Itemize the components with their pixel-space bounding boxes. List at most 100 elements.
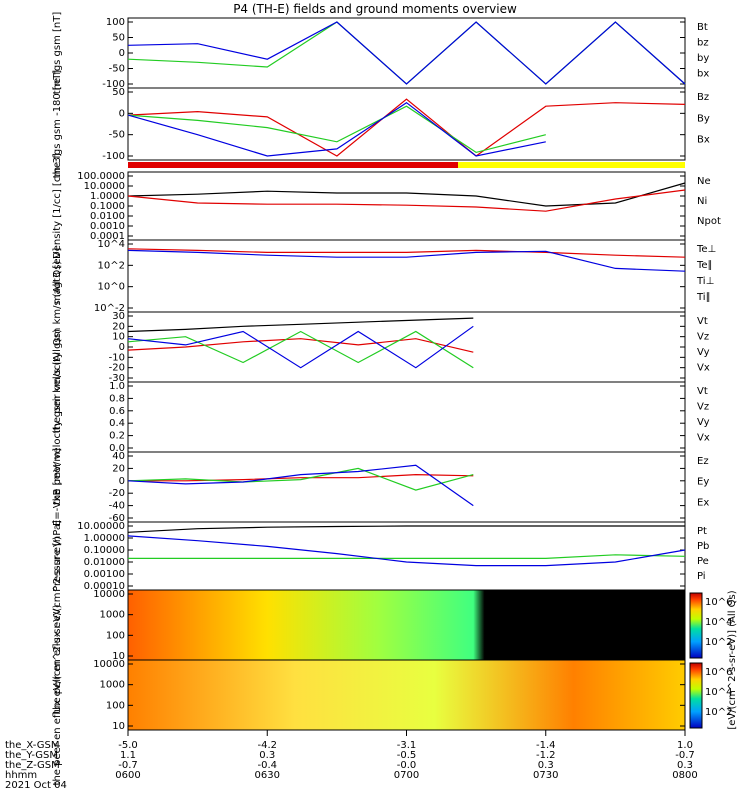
y-axis-label: the fgs gsm [nT]: [52, 12, 63, 95]
y-tick-label: 0: [119, 48, 125, 59]
x-row-label: the_Z-GSM: [5, 760, 60, 771]
y-axis-label: the peer velocity gsm km/s (All Qs): [52, 329, 63, 505]
y-tick-label: 0.0: [109, 443, 125, 454]
y-tick-label: 20: [112, 321, 125, 332]
mode-bar-fast: [458, 162, 685, 168]
x-tick-label: -0.4: [257, 760, 277, 771]
legend-entry: Pb: [697, 541, 709, 552]
x-tick-label: -4.2: [257, 740, 277, 751]
panel-frame: [127, 659, 686, 731]
legend-entry: Vx: [697, 433, 710, 444]
y-tick-label: 1.0000: [90, 191, 125, 202]
y-axis-label: the peir velocity gsm km/s (All Qs): [52, 261, 63, 434]
y-tick-label: 0.6: [109, 406, 125, 417]
y-tick-label: -60: [109, 513, 125, 524]
x-tick-label: 0600: [115, 770, 140, 781]
x-tick-label: 1.1: [120, 750, 136, 761]
legend-entry: Ex: [697, 497, 709, 508]
series-line-Bx: [127, 101, 546, 157]
colorbar-tick: 10^6: [705, 667, 732, 678]
y-axis-label: the peer en eflux eV/(cm^2-s-sr-eV): [52, 604, 63, 785]
y-tick-label: 0.4: [109, 418, 125, 429]
x-tick-label: -0.7: [118, 760, 138, 771]
colorbar-tick: 10^2: [705, 707, 732, 718]
legend-entry: By: [697, 113, 710, 124]
y-tick-label: 100: [106, 17, 125, 28]
series-line-Ni: [127, 182, 686, 207]
y-tick-label: 0: [119, 108, 125, 119]
legend-entry: Vt: [697, 316, 708, 327]
x-row-label: hhmm: [5, 770, 37, 781]
y-tick-label: 50: [112, 87, 125, 98]
legend-entry: Pe: [697, 556, 709, 567]
legend-entry: Vy: [697, 347, 710, 358]
y-tick-label: 10: [112, 651, 125, 662]
y-tick-label: 10.00000: [77, 521, 125, 532]
series-line-by: [127, 21, 686, 85]
y-tick-label: 10000: [93, 589, 125, 600]
y-tick-label: -50: [109, 130, 125, 141]
panel-frame: [127, 87, 686, 161]
legend-entry: bz: [697, 38, 709, 49]
colorbar-tick: 10^6: [705, 597, 732, 608]
series-line-Bz: [127, 98, 686, 157]
y-tick-label: 100: [106, 700, 125, 711]
y-tick-label: -30: [109, 373, 125, 384]
y-axis-label: the peir en eflux eV/(cm^2-s-sr-eV): [52, 536, 63, 714]
colorbar-tick: 10^4: [705, 687, 732, 698]
legend-entry: Te∥: [696, 260, 713, 271]
y-tick-label: -10: [109, 352, 125, 363]
y-tick-label: 40: [112, 451, 125, 462]
x-tick-label: -0.5: [397, 750, 417, 761]
series-line-Vt: [127, 317, 474, 333]
x-row-label: the_X-GSM: [5, 740, 59, 751]
y-axis-label: the fgs gsm -180 [nT]: [52, 70, 63, 179]
y-tick-label: 10: [112, 332, 125, 343]
legend-entry: Vx: [697, 363, 710, 374]
series-line-Pe: [128, 554, 686, 559]
y-tick-label: -50: [109, 64, 125, 75]
series-line-By: [127, 105, 546, 154]
y-tick-label: 10^2: [98, 260, 125, 271]
x-tick-label: 0800: [672, 770, 697, 781]
panel-frame: [127, 381, 686, 453]
x-tick-label: 0.3: [538, 760, 554, 771]
x-tick-label: -0.0: [397, 760, 417, 771]
y-tick-label: 100.0000: [77, 171, 125, 182]
panel-frame: [127, 171, 686, 241]
y-tick-label: 1.00000: [84, 533, 125, 544]
y-axis-label: E=-VxB [mV/m]: [52, 448, 63, 526]
legend-entry: Ne: [697, 176, 711, 187]
x-tick-label: -3.1: [397, 740, 417, 751]
y-tick-label: 20: [112, 463, 125, 474]
y-axis-label: Pressure [nPa]: [52, 520, 63, 592]
y-tick-label: 0.0100: [90, 211, 125, 222]
series-line-bx: [127, 21, 686, 85]
y-axis-label: magt3 [eV]: [52, 248, 63, 305]
legend-entry: by: [697, 53, 709, 64]
legend-entry: Pi: [697, 571, 706, 582]
legend-entry: Vz: [697, 332, 709, 343]
legend-entry: Vz: [697, 402, 709, 413]
y-tick-label: 10: [112, 721, 125, 732]
series-line-Pi: [127, 535, 686, 567]
series-line-Vz: [127, 338, 474, 353]
legend-entry: Pt: [697, 526, 707, 537]
series-line-Ey: [127, 467, 474, 491]
x-tick-label: 0730: [533, 770, 558, 781]
x-tick-label: -1.2: [536, 750, 556, 761]
x-tick-label: -0.7: [675, 750, 695, 761]
colorbar-tick: 10^2: [705, 637, 732, 648]
legend-entry: Te⊥: [696, 244, 716, 255]
legend-entry: Ey: [697, 477, 709, 488]
x-row-label: the_Y-GSM: [5, 750, 58, 761]
legend-entry: Vt: [697, 386, 708, 397]
y-tick-label: 0.2: [109, 431, 125, 442]
x-tick-label: -5.0: [118, 740, 138, 751]
colorbar-label: [eV/(cm^2-s-sr-eV)] (All Qs): [727, 590, 738, 729]
series-line-Ex: [127, 464, 474, 507]
y-tick-label: 0: [119, 476, 125, 487]
y-tick-label: 0.00100: [84, 569, 125, 580]
